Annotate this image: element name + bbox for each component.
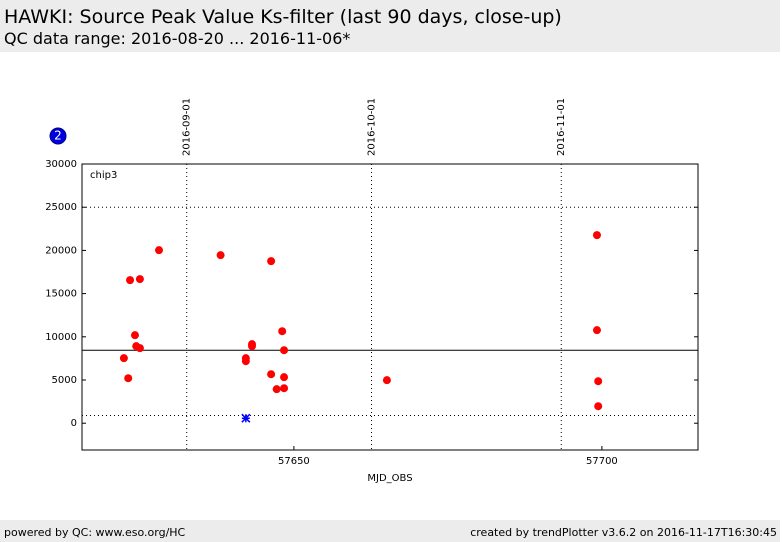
point [135, 275, 144, 284]
y-tick-label: 15000 [45, 289, 77, 300]
badge [49, 127, 67, 145]
top-tick-label: 2016-10-01 [367, 98, 378, 156]
y-tick-label: 5000 [52, 375, 77, 386]
point [594, 402, 603, 411]
x-tick-label: 57650 [278, 456, 310, 467]
y-tick-label: 25000 [45, 202, 77, 213]
footer-right: created by trendPlotter v3.6.2 on 2016-1… [470, 526, 777, 539]
x-axis-label: MJD_OBS [367, 473, 412, 484]
footer-left: powered by QC: www.eso.org/HC [4, 526, 186, 539]
point [592, 231, 601, 240]
point [267, 370, 276, 379]
y-tick-label: 30000 [45, 159, 77, 170]
point [280, 346, 289, 355]
point [592, 326, 601, 335]
point [241, 357, 250, 366]
point [155, 246, 163, 255]
subtitle: QC data range: 2016-08-20 ... 2016-11-06… [4, 29, 351, 48]
top-tick-label: 2016-11-01 [556, 98, 567, 156]
y-tick-label: 0 [71, 418, 77, 429]
header: HAWKI: Source Peak Value Ks-filter (last… [0, 0, 780, 52]
point [278, 327, 287, 336]
point [594, 377, 603, 386]
point [248, 342, 257, 351]
title: HAWKI: Source Peak Value Ks-filter (last… [4, 6, 562, 28]
y-tick-label: 20000 [45, 245, 77, 256]
footer: powered by QC: www.eso.org/HC created by… [0, 520, 780, 542]
point [280, 373, 289, 382]
plot-frame [81, 163, 699, 451]
x-tick-label: 57700 [586, 456, 618, 467]
point [382, 376, 391, 385]
y-tick-label: 10000 [45, 332, 77, 343]
panel-label: chip3 [90, 170, 117, 181]
point [267, 257, 276, 266]
point [272, 385, 281, 394]
point [124, 374, 133, 383]
badge-label: 2 [54, 129, 62, 143]
point [119, 354, 128, 363]
top-tick-label: 2016-09-01 [182, 98, 193, 156]
point [126, 276, 135, 285]
point [135, 344, 144, 353]
chart: 2 chip3 0 5000 10000 15000 20000 25000 30000 5765… [45, 98, 699, 484]
point [241, 413, 251, 423]
point [280, 384, 289, 393]
point [130, 331, 139, 340]
point [216, 251, 225, 260]
